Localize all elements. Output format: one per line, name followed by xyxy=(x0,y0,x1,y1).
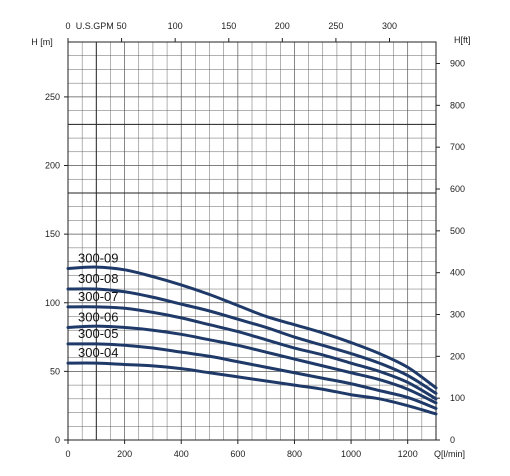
grid-layer xyxy=(67,41,437,441)
y-tick-label: 100 xyxy=(45,298,60,308)
y-right-tick-label: 400 xyxy=(450,268,465,278)
series-label-300-06: 300-06 xyxy=(78,309,118,324)
series-label-300-09: 300-09 xyxy=(78,250,118,265)
x-top-tick-label: 100 xyxy=(168,21,183,31)
x-tick-label: 600 xyxy=(230,449,245,459)
series-label-300-08: 300-08 xyxy=(78,271,118,286)
y-right-tick-label: 300 xyxy=(450,310,465,320)
y-axis-title: H [m] xyxy=(31,37,53,47)
x-top-tick-label: 300 xyxy=(382,21,397,31)
x-top-tick-label: 250 xyxy=(328,21,343,31)
series-line-300-06 xyxy=(66,324,438,405)
x-top-tick-label: 150 xyxy=(221,21,236,31)
series-line-300-07 xyxy=(66,305,438,401)
y-right-tick-label: 700 xyxy=(450,142,465,152)
y-right-tick-label: 0 xyxy=(450,435,455,445)
y-right-tick-label: 100 xyxy=(450,393,465,403)
y-right-tick-label: 500 xyxy=(450,226,465,236)
series-label-300-04: 300-04 xyxy=(78,345,118,360)
x-tick-label: 1000 xyxy=(341,449,361,459)
x-tick-label: 0 xyxy=(65,449,70,459)
series-line-300-08 xyxy=(66,287,438,395)
series-line-300-04 xyxy=(66,361,438,416)
y-right-tick-label: 900 xyxy=(450,59,465,69)
y-right-tick-label: 800 xyxy=(450,100,465,110)
plot-border xyxy=(67,41,437,441)
y-tick-label: 50 xyxy=(50,366,60,376)
x-axis-title: Q[l/min] xyxy=(434,449,465,459)
y-tick-label: 200 xyxy=(45,161,60,171)
x-top-tick-label: 50 xyxy=(117,21,127,31)
axes-layer: 0 200 400 600 800 1000 1200 Q[l/min]0 50 100 150 20… xyxy=(31,21,470,459)
series-label-300-07: 300-07 xyxy=(78,289,118,304)
y-right-axis-title: H[ft] xyxy=(454,35,471,45)
y-tick-label: 0 xyxy=(55,435,60,445)
x-top-axis-title: U.S.GPM xyxy=(76,21,114,31)
series-line-300-09 xyxy=(66,265,438,390)
y-right-tick-label: 600 xyxy=(450,184,465,194)
y-tick-label: 150 xyxy=(45,229,60,239)
x-top-tick-label: 0 xyxy=(65,21,70,31)
series-layer xyxy=(66,265,438,416)
series-line-300-05 xyxy=(66,342,438,410)
series-label-300-05: 300-05 xyxy=(78,326,118,341)
x-tick-label: 1200 xyxy=(398,449,418,459)
label-layer: 300-09 300-08 300-07 300-06 300-05 300-04 xyxy=(78,250,118,360)
y-tick-label: 250 xyxy=(45,92,60,102)
x-top-tick-label: 200 xyxy=(275,21,290,31)
y-right-tick-label: 200 xyxy=(450,351,465,361)
x-tick-label: 200 xyxy=(117,449,132,459)
x-tick-label: 400 xyxy=(174,449,189,459)
x-tick-label: 800 xyxy=(287,449,302,459)
